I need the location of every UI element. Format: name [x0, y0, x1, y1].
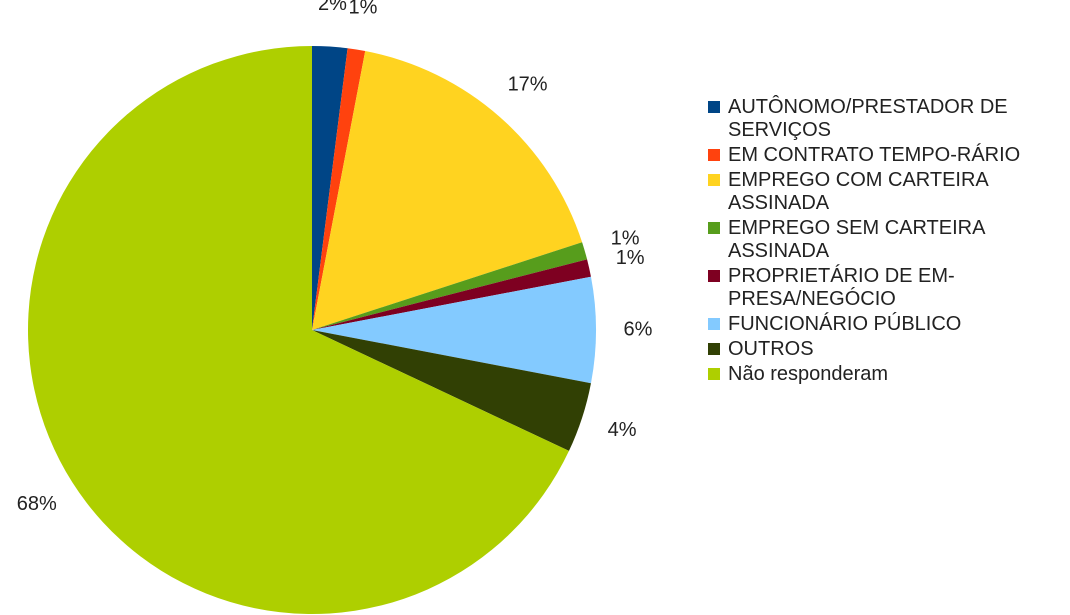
legend-item: OUTROS [708, 338, 1053, 361]
legend-label: EM CONTRATO TEMPO-RÁRIO [728, 144, 1021, 166]
legend-swatch [708, 101, 720, 113]
data-label: 4% [608, 419, 637, 441]
data-label: 68% [17, 493, 57, 515]
legend-label: PROPRIETÁRIO DE EM-PRESA/NEGÓCIO [728, 265, 955, 310]
legend-label: OUTROS [728, 338, 814, 360]
legend-swatch [708, 343, 720, 355]
legend-swatch [708, 270, 720, 282]
legend-swatch [708, 222, 720, 234]
legend-label: FUNCIONÁRIO PÚBLICO [728, 313, 962, 335]
pie-slice [312, 330, 591, 451]
pie-slice [312, 259, 591, 330]
legend-item: PROPRIETÁRIO DE EM-PRESA/NEGÓCIO [708, 265, 1053, 311]
legend-item: AUTÔNOMO/PRESTADOR DE SERVIÇOS [708, 96, 1053, 142]
data-label: 17% [508, 74, 548, 96]
legend-swatch [708, 318, 720, 330]
legend-label: EMPREGO COM CARTEIRA ASSINADA [728, 169, 988, 214]
pie-slice [312, 51, 583, 330]
data-label: 1% [616, 247, 645, 269]
legend-item: Não responderam [708, 363, 1053, 386]
data-label: 1% [349, 0, 378, 18]
legend-item: EMPREGO COM CARTEIRA ASSINADA [708, 169, 1053, 215]
data-label: 6% [624, 318, 653, 340]
data-label: 2% [318, 0, 347, 15]
legend: AUTÔNOMO/PRESTADOR DE SERVIÇOS EM CONTRAT… [708, 96, 1053, 388]
legend-item: FUNCIONÁRIO PÚBLICO [708, 313, 1053, 336]
legend-label: EMPREGO SEM CARTEIRA ASSINADA [728, 217, 985, 262]
legend-swatch [708, 149, 720, 161]
legend-item: EMPREGO SEM CARTEIRA ASSINADA [708, 217, 1053, 263]
pie-slice [312, 46, 348, 330]
legend-swatch [708, 368, 720, 380]
pie-slice [312, 242, 588, 330]
legend-label: Não responderam [728, 363, 889, 385]
legend-swatch [708, 174, 720, 186]
legend-item: EM CONTRATO TEMPO-RÁRIO [708, 144, 1053, 167]
pie-slice [28, 46, 569, 614]
pie-slice [312, 276, 596, 384]
pie-slice [312, 48, 366, 330]
data-label: 1% [611, 227, 640, 249]
legend-label: AUTÔNOMO/PRESTADOR DE SERVIÇOS [728, 96, 1008, 141]
